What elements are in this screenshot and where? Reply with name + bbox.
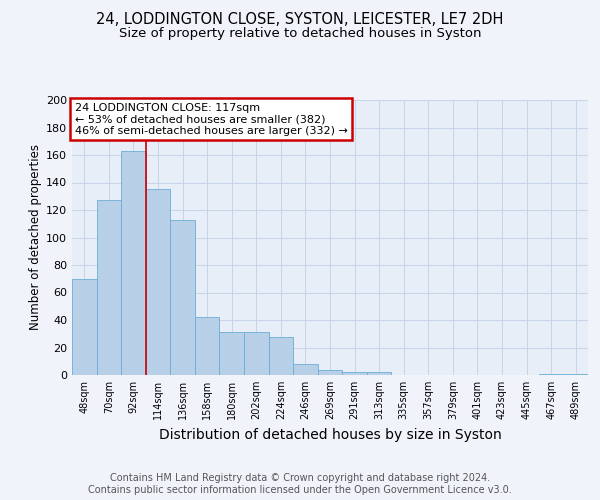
Bar [293, 364, 318, 375]
Bar [318, 370, 342, 375]
Bar [244, 332, 269, 375]
Bar [146, 190, 170, 375]
Bar [367, 372, 391, 375]
Bar [220, 332, 244, 375]
Bar [342, 372, 367, 375]
Text: 24 LODDINGTON CLOSE: 117sqm
← 53% of detached houses are smaller (382)
46% of se: 24 LODDINGTON CLOSE: 117sqm ← 53% of det… [74, 103, 347, 136]
Bar [563, 374, 588, 375]
Bar [121, 151, 146, 375]
Bar [97, 200, 121, 375]
Text: 24, LODDINGTON CLOSE, SYSTON, LEICESTER, LE7 2DH: 24, LODDINGTON CLOSE, SYSTON, LEICESTER,… [97, 12, 503, 28]
Text: Contains HM Land Registry data © Crown copyright and database right 2024.
Contai: Contains HM Land Registry data © Crown c… [88, 474, 512, 495]
Y-axis label: Number of detached properties: Number of detached properties [29, 144, 42, 330]
X-axis label: Distribution of detached houses by size in Syston: Distribution of detached houses by size … [158, 428, 502, 442]
Bar [539, 374, 563, 375]
Bar [72, 279, 97, 375]
Bar [269, 336, 293, 375]
Bar [195, 318, 220, 375]
Bar [170, 220, 195, 375]
Text: Size of property relative to detached houses in Syston: Size of property relative to detached ho… [119, 28, 481, 40]
